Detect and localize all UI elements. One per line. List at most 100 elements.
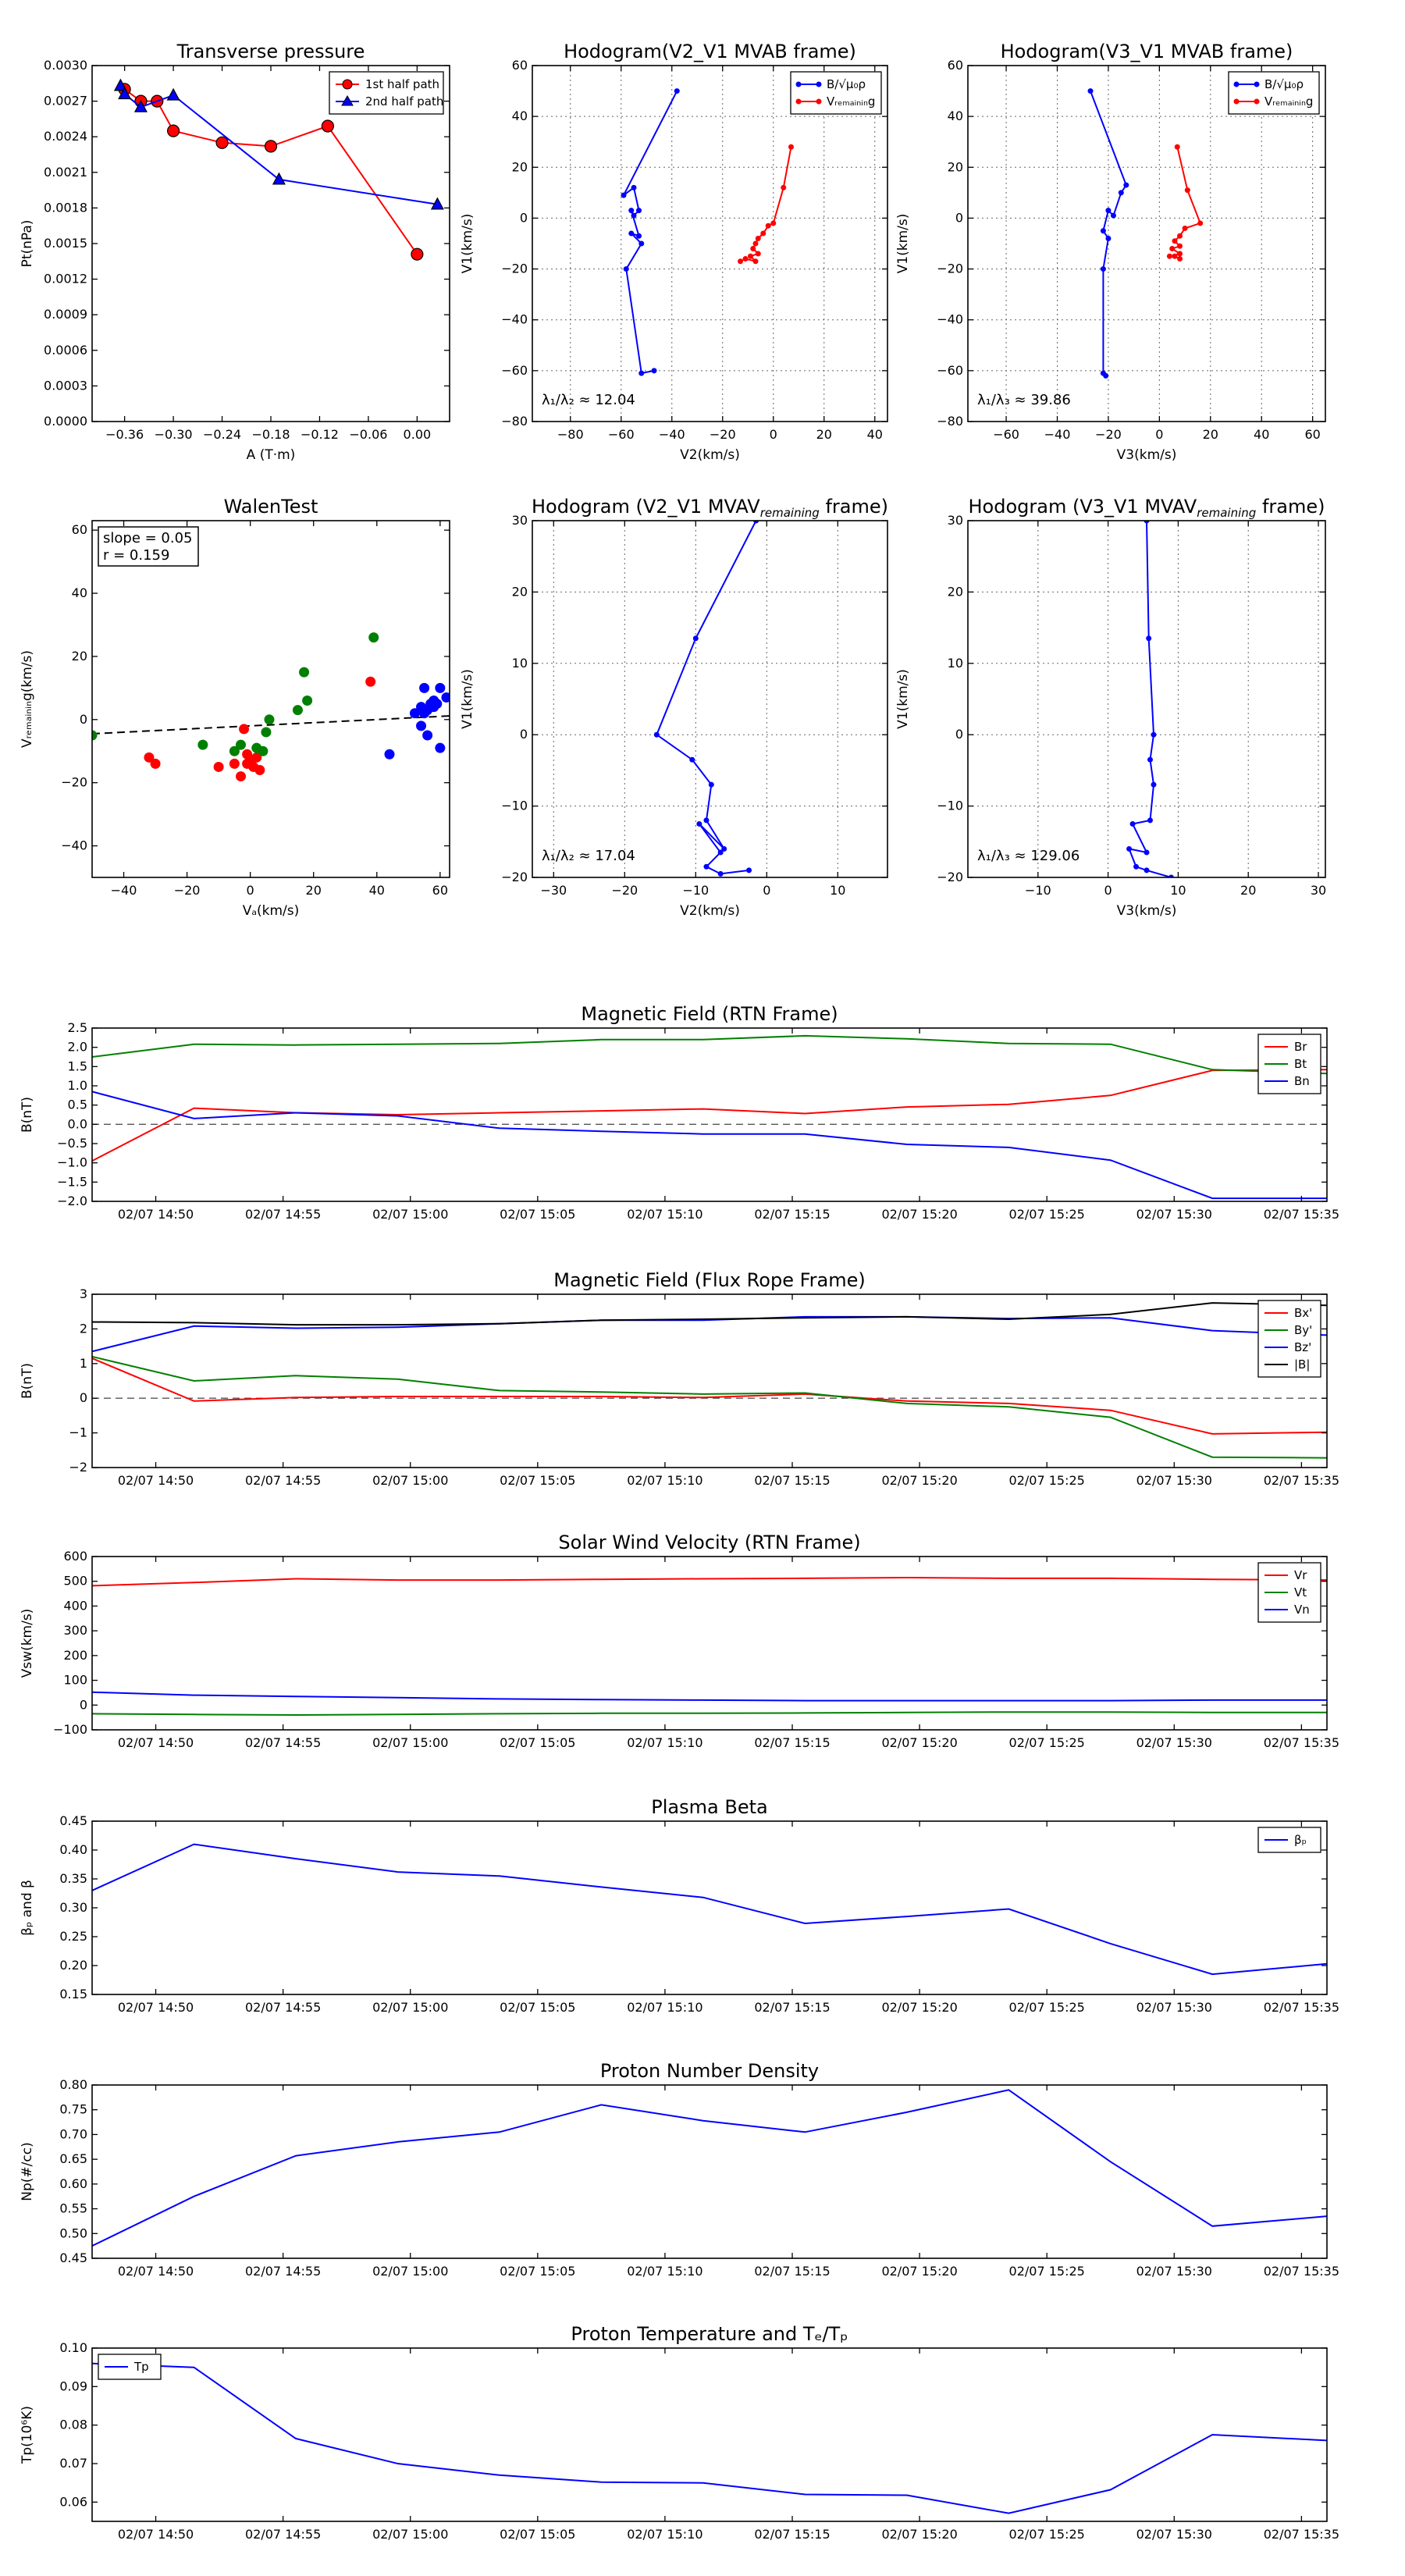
legend-marker [795, 81, 802, 87]
fit-stat-text: r = 0.159 [103, 547, 169, 564]
x-tick-label: 60 [432, 883, 448, 898]
chart-title: Proton Temperature and Tₑ/Tₚ [571, 2323, 848, 2345]
plot-area [1087, 88, 1204, 379]
y-tick-label: −10 [501, 799, 528, 813]
data-point [118, 87, 132, 100]
y-tick-label: −40 [501, 312, 528, 327]
data-point [416, 720, 427, 731]
series-b- [1087, 88, 1129, 379]
series-br [92, 1069, 1327, 1162]
chart-title: Hodogram(V3_V1 MVAB frame) [1001, 41, 1293, 62]
data-point [1182, 225, 1188, 231]
x-tick-label: 02/07 14:55 [245, 2527, 321, 2542]
data-point [651, 368, 657, 374]
y-tick-label: 0.80 [59, 2077, 87, 2092]
x-tick-label: 02/07 15:00 [372, 2527, 448, 2542]
x-tick-label: −40 [111, 883, 137, 898]
chart-title: Transverse pressure [176, 41, 365, 62]
series-bn [92, 1091, 1327, 1200]
data-point [742, 256, 749, 262]
legend-marker [1233, 81, 1240, 87]
data-point [1105, 208, 1112, 214]
plasma-beta-chart: 02/07 14:50 02/07 14:55 02/07 15:00 02/07 1… [20, 1796, 1339, 2015]
y-tick-label: 0 [955, 210, 963, 225]
y-tick-label: 0.0 [68, 1116, 87, 1131]
y-tick-label: 0.0009 [44, 307, 87, 322]
data-point [1103, 372, 1109, 379]
y-tick-label: −80 [501, 414, 528, 429]
walen-test-chart: −40 −20 0 20 40 60 −40 −20 0 20 40 60 WalenTest Vₐ(km… [20, 496, 450, 919]
x-tick-label: 02/07 14:50 [118, 1473, 194, 1488]
x-tick-label: −0.36 [105, 427, 144, 442]
data-point [1174, 144, 1180, 150]
data-point [689, 756, 695, 763]
y-tick-label: 0.0015 [44, 236, 87, 251]
data-point [419, 682, 430, 693]
x-axis: 02/07 14:50 02/07 14:55 02/07 15:00 02/07 1… [118, 1294, 1339, 1488]
y-tick-label: 0.40 [59, 1842, 87, 1857]
legend-label: 1st half path [365, 77, 439, 91]
data-point [638, 370, 645, 376]
chart-title-end: frame) [820, 496, 888, 518]
series-v-g [1166, 144, 1204, 262]
x-tick-label: −10 [1025, 883, 1051, 898]
plot-area [113, 78, 444, 261]
series-line [92, 1355, 1327, 1459]
x-tick-label: 02/07 15:35 [1264, 2527, 1339, 2542]
series-line [92, 1691, 1327, 1702]
data-point [1166, 253, 1172, 259]
series-line [92, 1315, 1327, 1353]
y-tick-label: 2.0 [68, 1040, 87, 1055]
x-tick-label: 02/07 14:50 [118, 1207, 194, 1222]
data-point [1105, 235, 1112, 241]
y-axis: −80 −60 −40 −20 0 20 40 60 [501, 58, 887, 429]
y-axis: −100 0 100 200 300 400 500 600 [53, 1549, 1327, 1737]
data-point [770, 220, 777, 226]
data-point [422, 730, 433, 741]
legend-label: βₚ [1294, 1833, 1307, 1847]
x-tick-label: 02/07 15:10 [627, 1473, 702, 1488]
y-tick-label: −1.5 [57, 1174, 87, 1189]
y-tick-label: 30 [948, 513, 963, 528]
data-point [631, 184, 637, 190]
x-tick-label: 02/07 15:35 [1264, 2264, 1339, 2279]
x-tick-label: 02/07 15:10 [627, 2264, 702, 2279]
chart-title: Hodogram(V2_V1 MVAB frame) [564, 41, 856, 62]
y-tick-label: 500 [63, 1574, 87, 1589]
x-tick-label: 02/07 15:35 [1264, 1735, 1339, 1750]
y-tick-label: −20 [61, 775, 87, 790]
x-tick-label: 0.00 [404, 427, 432, 442]
y-tick-label: 10 [512, 656, 528, 671]
y-tick-label: 0.0018 [44, 200, 87, 215]
legend: βₚ [1257, 1827, 1321, 1853]
data-point [752, 240, 759, 247]
data-point [1147, 817, 1153, 824]
x-tick-label: 02/07 15:15 [754, 2527, 830, 2542]
y-tick-label: −100 [53, 1722, 87, 1737]
x-axis-label: Vₐ(km/s) [243, 903, 300, 919]
x-axis: 02/07 14:50 02/07 14:55 02/07 15:00 02/07 1… [118, 1028, 1339, 1222]
data-point [703, 863, 710, 870]
series-line [740, 147, 792, 263]
y-tick-label: 0.0021 [44, 165, 87, 180]
y-tick-label: 600 [63, 1549, 87, 1564]
x-tick-label: 60 [1304, 427, 1320, 442]
data-point [1087, 88, 1094, 94]
series-line [92, 2362, 1327, 2514]
y-tick-label: 400 [63, 1598, 87, 1613]
data-point [166, 124, 180, 137]
grid-lines [532, 65, 887, 422]
data-point [365, 676, 376, 687]
plot-area [92, 1576, 1327, 1717]
chart-title: Magnetic Field (RTN Frame) [581, 1003, 838, 1025]
data-point [1177, 256, 1183, 262]
axes-frame [91, 1293, 1328, 1468]
y-tick-label: −2 [69, 1460, 87, 1475]
y-tick-label: 0.0006 [44, 343, 87, 358]
x-tick-label: −0.06 [349, 427, 387, 442]
data-point [215, 136, 229, 149]
y-tick-label: −1 [69, 1425, 87, 1440]
x-tick-label: 02/07 15:25 [1009, 2264, 1085, 2279]
fit-line [92, 715, 450, 735]
